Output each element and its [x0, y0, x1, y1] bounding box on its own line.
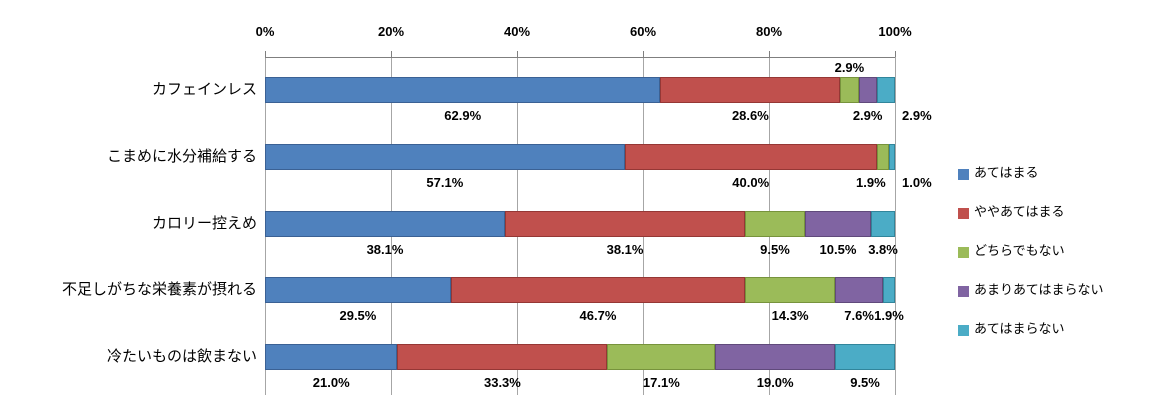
bar-segment [265, 210, 506, 237]
axis-tick [643, 51, 644, 57]
category-label: 冷たいものは飲まない [106, 347, 257, 365]
x-axis-line [265, 57, 895, 58]
bar-segment [660, 77, 841, 104]
bar-row: 62.9% 28.6% 2.9% 2.9% 2.9% [265, 60, 932, 123]
legend-label: あてはまる [974, 165, 1039, 180]
data-label: 3.8% [868, 241, 898, 257]
legend-label: あまりあてはまらない [974, 282, 1104, 297]
legend-marker [958, 325, 969, 336]
axis-tick [517, 51, 518, 57]
bar-segment [835, 277, 883, 304]
legend-marker [958, 169, 969, 180]
axis-tick [769, 51, 770, 57]
category-label: こまめに水分補給する [106, 147, 257, 165]
bar-segment [745, 210, 805, 237]
bar-segment [876, 77, 895, 104]
data-label: 1.0% [902, 174, 932, 190]
axis-tick-label: 80% [755, 24, 783, 39]
legend-item: あてはまらない [958, 322, 1064, 336]
data-label: 62.9% [444, 108, 482, 124]
data-label: 2.9% [852, 108, 883, 124]
legend-label: どちらでもない [974, 243, 1065, 258]
axis-tick-label: 20% [377, 24, 405, 39]
data-label: 10.5% [819, 241, 857, 257]
legend-marker [958, 286, 969, 297]
axis-tick-label: 100% [878, 24, 912, 39]
axis-tick [391, 51, 392, 57]
legend-item: あてはまる [958, 166, 1038, 180]
data-label: 28.6% [731, 108, 769, 124]
bar-segment [883, 277, 895, 304]
axis-tick [265, 51, 266, 57]
bar-segment [835, 343, 895, 370]
data-label: 40.0% [732, 174, 770, 190]
data-label: 46.7% [579, 308, 617, 324]
data-label: 29.5% [339, 308, 377, 324]
data-label: 1.9% [874, 308, 904, 324]
category-label: カフェインレス [151, 81, 257, 99]
bar-segment [265, 143, 625, 170]
legend-marker [958, 208, 969, 219]
legend-marker [958, 247, 969, 258]
data-label: 33.3% [483, 374, 521, 390]
category-label: カロリー控えめ [151, 214, 257, 232]
bar-segment [265, 343, 398, 370]
data-label: 38.1% [606, 241, 644, 257]
bar-row: 29.5% 46.7% 14.3% 7.6% 1.9% [265, 277, 904, 323]
data-label: 17.1% [642, 374, 680, 390]
bar-segment [715, 343, 836, 370]
gridline [895, 57, 896, 395]
axis-tick-label: 0% [255, 24, 275, 39]
legend-label: あてはまらない [974, 321, 1065, 336]
bar-segment [876, 143, 889, 170]
bar-segment [265, 77, 661, 104]
bar-segment [450, 277, 746, 304]
legend-item: どちらでもない [958, 244, 1065, 258]
legend-item: ややあてはまる [958, 205, 1064, 219]
bar-segment [505, 210, 746, 237]
bar-segment [397, 343, 608, 370]
axis-tick-label: 40% [503, 24, 531, 39]
bar-segment [624, 143, 877, 170]
data-label: 14.3% [771, 308, 809, 324]
bar-segment [888, 143, 895, 170]
bar-row: 38.1% 38.1% 9.5% 10.5% 3.8% [265, 210, 898, 257]
data-label: 38.1% [366, 241, 404, 257]
bar-row: 57.1% 40.0% 1.9% 1.0% [265, 143, 932, 190]
axis-tick-label: 60% [629, 24, 657, 39]
bar-segment [858, 77, 877, 104]
axis-tick [895, 51, 896, 57]
data-label: 57.1% [426, 174, 464, 190]
bar-segment [745, 277, 836, 304]
data-label: 9.5% [760, 241, 790, 257]
data-label: 2.9% [902, 108, 932, 124]
data-label: 2.9% [834, 60, 865, 76]
category-label: 不足しがちな栄養素が摂れる [61, 281, 257, 299]
legend-label: ややあてはまる [974, 204, 1065, 219]
data-label: 21.0% [312, 374, 350, 390]
legend-item: あまりあてはまらない [958, 283, 1103, 297]
data-label: 19.0% [756, 374, 794, 390]
bar-segment [840, 77, 859, 104]
bar-segment [607, 343, 716, 370]
bar-segment [804, 210, 872, 237]
bar-row: 21.0% 33.3% 17.1% 19.0% 9.5% [265, 343, 895, 390]
data-label: 1.9% [856, 174, 886, 190]
bar-segment [265, 277, 451, 304]
data-label: 7.6% [844, 308, 874, 324]
data-label: 9.5% [850, 374, 880, 390]
bar-segment [871, 210, 895, 237]
